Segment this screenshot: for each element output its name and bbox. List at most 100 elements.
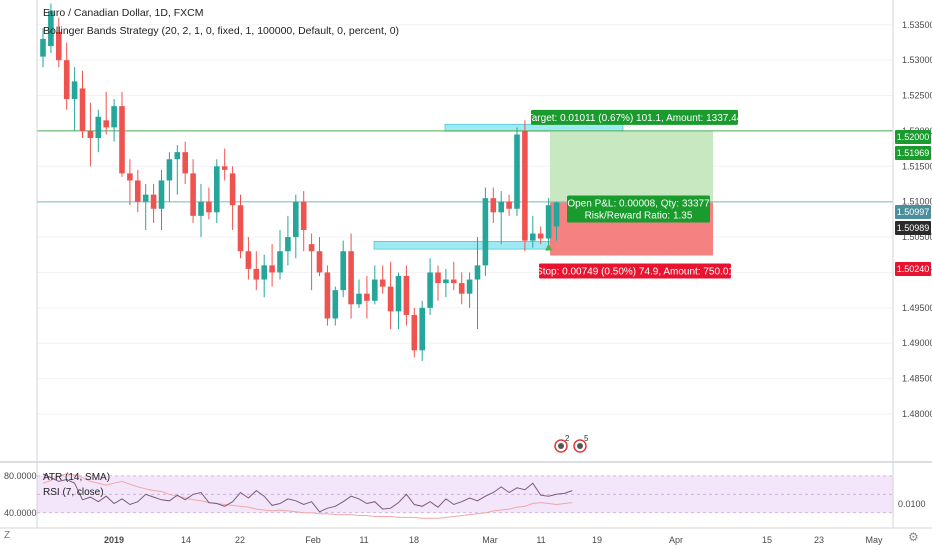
timezone-button[interactable]: Z <box>4 530 11 541</box>
rsi-label[interactable]: RSI (7, close) <box>43 487 104 498</box>
entry-marker <box>545 243 553 251</box>
price-tick-label: 1.51500 <box>902 161 932 171</box>
candle-body <box>174 152 181 160</box>
time-tick-label: May <box>865 535 883 545</box>
event-badge-5[interactable]: 5 <box>572 432 600 458</box>
candle-body <box>340 251 346 291</box>
candle-body <box>261 265 267 280</box>
candle-body <box>379 279 386 287</box>
atr-value-label: 0.0100 <box>898 499 926 509</box>
time-tick-label: 23 <box>814 535 824 545</box>
candle-body <box>56 31 62 61</box>
candle-body <box>506 201 512 209</box>
time-tick-label: 2019 <box>104 535 124 545</box>
event-count: 5 <box>584 434 589 443</box>
candle-body <box>111 106 117 128</box>
pnl-label: Open P&L: 0.00008, Qty: 33377Risk/Reward… <box>567 195 710 223</box>
candle-body <box>482 198 489 266</box>
chart-legend: Euro / Canadian Dollar, 1D, FXCM Bolling… <box>43 4 399 40</box>
candle-body <box>206 201 212 213</box>
price-tick-label: 1.51000 <box>902 197 932 207</box>
candle-body <box>285 237 291 252</box>
time-tick-label: 11 <box>359 535 368 545</box>
candle-body <box>451 279 457 284</box>
candle-body <box>530 233 536 241</box>
price-tag <box>895 221 931 235</box>
candle-body <box>427 272 433 308</box>
candle-body <box>190 173 196 216</box>
candle-body <box>87 130 94 138</box>
time-tick-label: Apr <box>669 535 683 545</box>
candle-body <box>71 81 78 100</box>
candle-body <box>514 134 520 209</box>
candle-body <box>293 201 299 238</box>
time-tick-label: 22 <box>235 535 245 545</box>
chart-grid <box>37 24 893 415</box>
candle-body <box>364 293 370 301</box>
candle-body <box>277 251 283 273</box>
candle-body <box>119 106 125 174</box>
candle-body <box>63 60 70 100</box>
candle-body <box>95 116 102 138</box>
candle-body <box>253 268 260 280</box>
stop-label-box <box>539 263 731 279</box>
price-tick-label: 1.53500 <box>902 20 932 30</box>
atr-label[interactable]: ATR (14, SMA) <box>43 472 111 483</box>
price-tag-label: 1.52000 <box>897 132 930 142</box>
price-tag <box>895 205 931 219</box>
price-tick-label: 1.53000 <box>902 55 932 65</box>
long-position-tool <box>550 130 713 256</box>
candle-body <box>348 251 354 305</box>
event-icon <box>573 439 587 453</box>
candle-body <box>553 202 560 227</box>
time-tick-label: Mar <box>482 535 498 545</box>
position-labels: Target: 0.01011 (0.67%) 101.1, Amount: 1… <box>527 109 743 279</box>
price-tag <box>895 130 931 144</box>
candlestick-series <box>40 3 560 361</box>
indicator-tick-label: 80.0000 <box>4 471 37 481</box>
atr-line <box>42 473 573 519</box>
price-zone <box>373 241 556 250</box>
symbol-title[interactable]: Euro / Canadian Dollar, 1D, FXCM <box>43 7 204 19</box>
price-tag-label: 1.51969 <box>897 148 930 158</box>
candle-body <box>166 159 173 181</box>
candle-body <box>150 194 157 209</box>
candle-body <box>356 293 362 305</box>
price-tick-label: 1.48000 <box>902 409 932 419</box>
candle-body <box>498 201 504 213</box>
candle-body <box>300 201 307 230</box>
time-tick-label: 15 <box>762 535 772 545</box>
time-tick-label: 18 <box>409 535 419 545</box>
candle-body <box>135 180 141 202</box>
candle-body <box>198 201 204 216</box>
candle-body <box>316 251 323 273</box>
candle-body <box>458 283 465 294</box>
candle-body <box>387 286 394 312</box>
candle-body <box>182 152 188 174</box>
indicator-pane <box>0 461 932 519</box>
time-tick-label: 11 <box>536 535 545 545</box>
candle-body <box>103 120 109 128</box>
candle-body <box>269 265 275 273</box>
candle-body <box>403 276 410 315</box>
price-tick-label: 1.52500 <box>902 91 932 101</box>
candle-body <box>79 88 86 131</box>
price-tick-label: 1.49500 <box>902 303 932 313</box>
event-badge-2[interactable]: 2 <box>553 432 581 458</box>
candle-body <box>545 205 552 239</box>
candle-body <box>229 173 236 206</box>
strategy-label[interactable]: Bollinger Bands Strategy (20, 2, 1, 0, f… <box>43 25 400 37</box>
price-tag-label: 1.50997 <box>897 207 930 217</box>
horizontal-lines <box>37 130 893 203</box>
candle-body <box>411 314 418 351</box>
pnl-label-text: Open P&L: 0.00008, Qty: 33377 <box>567 198 710 209</box>
candle-body <box>324 272 331 319</box>
target-label: Target: 0.01011 (0.67%) 101.1, Amount: 1… <box>527 109 743 125</box>
settings-gear-icon[interactable]: ⚙ <box>908 530 919 544</box>
price-tick-label: 1.49000 <box>902 338 932 348</box>
candle-body <box>372 279 378 301</box>
candle-body <box>214 166 220 213</box>
target-label-box <box>531 109 738 125</box>
